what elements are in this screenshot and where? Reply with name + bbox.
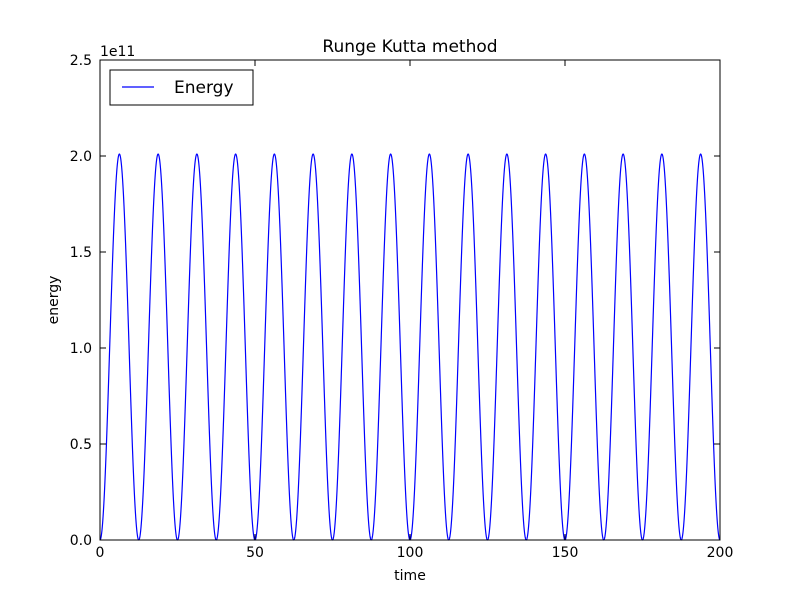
x-tick-label: 0 xyxy=(96,545,105,561)
y-axis-offset-label: 1e11 xyxy=(100,44,135,60)
plot-area-frame xyxy=(99,59,721,541)
legend: Energy xyxy=(109,69,254,106)
x-axis-label: time xyxy=(394,568,426,584)
x-tick-label: 150 xyxy=(552,545,579,561)
y-tick-label: 0.0 xyxy=(70,533,92,549)
y-tick-label: 2.5 xyxy=(70,53,92,69)
y-tick-label: 1.0 xyxy=(70,341,92,357)
x-tick-label: 200 xyxy=(707,545,734,561)
y-tick-label: 0.5 xyxy=(70,437,92,453)
x-tick-label: 100 xyxy=(397,545,424,561)
legend-label-energy: Energy xyxy=(174,78,234,98)
y-axis-label: energy xyxy=(46,276,62,325)
x-tick-label: 50 xyxy=(246,545,264,561)
chart-title: Runge Kutta method xyxy=(322,37,497,57)
y-tick-label: 2.0 xyxy=(70,149,92,165)
y-tick-label: 1.5 xyxy=(70,245,92,261)
